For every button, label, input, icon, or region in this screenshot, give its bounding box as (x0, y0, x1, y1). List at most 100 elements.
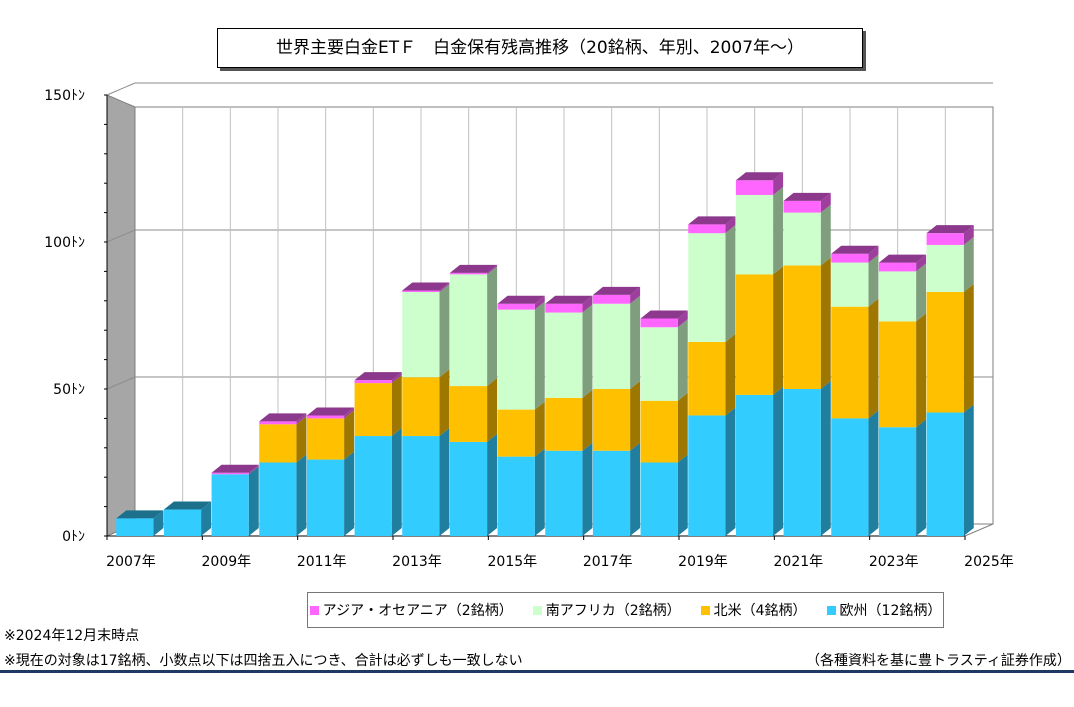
bar-2010-s1 (259, 424, 297, 463)
bar-stack-group (116, 172, 974, 536)
bar-stack-2010 (259, 413, 307, 536)
bar-2017-s1 (592, 389, 631, 451)
bar-2020-s1 (735, 274, 774, 395)
legend-swatch-south-africa (532, 605, 542, 615)
bar-2018-s2 (640, 327, 678, 401)
bar-2019-s1 (688, 341, 726, 416)
x-tick-label: 2025年 (964, 554, 1014, 570)
y-tick-label: 100ﾄﾝ (44, 235, 85, 251)
y-tick-label: 150ﾄﾝ (44, 88, 85, 104)
bar-top-2008 (163, 501, 212, 510)
bar-side-2019-s1 (725, 333, 736, 416)
bar-2018-s1 (640, 400, 678, 463)
bar-2012-s1 (354, 383, 392, 437)
bar-side-2018-s1 (677, 392, 688, 463)
bar-stack-2021 (783, 192, 831, 536)
bar-side-2009-s3 (248, 464, 259, 475)
bar-2022-s2 (831, 262, 869, 307)
bar-2007-s0 (116, 518, 154, 536)
bar-side-2014-s2 (487, 266, 498, 387)
bar-2013-s3 (402, 290, 440, 292)
bar-side-2012-s0 (391, 428, 402, 536)
bar-2020-s3 (735, 180, 774, 195)
legend-item-south-africa: 南アフリカ（2銘柄） (532, 600, 681, 620)
bar-2016-s0 (545, 450, 583, 536)
bar-side-2020-s1 (773, 266, 784, 395)
y-tick-label: 50ﾄﾝ (53, 382, 85, 398)
bar-stack-2023 (878, 254, 927, 536)
x-tick-label: 2007年 (106, 554, 156, 570)
bar-2018-s3 (640, 318, 678, 328)
bar-side-2022-s3 (868, 245, 879, 263)
bar-2016-s1 (545, 397, 583, 451)
legend-label-asia: アジア・オセアニア（2銘柄） (322, 603, 513, 619)
bar-side-2014-s0 (487, 433, 498, 536)
bar-2023-s3 (878, 262, 917, 272)
chart-title: 世界主要白金ETＦ 白金保有残高推移（20銘柄、年別、2007年～） (217, 28, 863, 68)
bar-side-2016-s0 (582, 442, 593, 536)
bar-top-2016 (545, 295, 593, 304)
bar-side-2018-s3 (677, 310, 688, 328)
bar-2014-s3 (449, 272, 488, 275)
bar-side-2017-s2 (630, 295, 641, 389)
bar-side-2018-s2 (677, 319, 688, 401)
bar-side-2022-s0 (868, 410, 879, 536)
bar-side-2012-s1 (391, 375, 402, 437)
bar-stack-2019 (688, 216, 736, 536)
bar-2024-s1 (926, 291, 964, 413)
bar-side-2021-s3 (820, 192, 831, 213)
bar-top-2020 (735, 172, 784, 181)
bar-stack-2014 (449, 264, 498, 536)
bar-side-2017-s0 (630, 442, 641, 536)
bar-side-2018-s0 (677, 454, 688, 536)
bar-side-2023-s1 (916, 313, 927, 428)
x-tick-label: 2011年 (297, 554, 347, 570)
bar-side-2019-s2 (725, 225, 736, 342)
bar-side-2014-s3 (487, 264, 498, 275)
bar-stack-2009 (211, 464, 259, 536)
bar-2013-s2 (402, 291, 440, 378)
bar-stack-2011 (306, 407, 355, 536)
bar-top-2023 (878, 254, 927, 263)
bar-side-2020-s0 (773, 386, 784, 536)
x-tick-label: 2013年 (392, 554, 442, 570)
x-tick-label: 2009年 (202, 554, 252, 570)
bar-2017-s3 (592, 294, 631, 304)
bar-2017-s2 (592, 303, 631, 389)
x-tick-label: 2017年 (583, 554, 633, 570)
bottom-rule (0, 670, 1074, 673)
bar-side-2016-s1 (582, 389, 593, 451)
grid-line-side (106, 229, 136, 243)
bar-side-2010-s0 (296, 454, 307, 536)
bar-side-2020-s2 (773, 186, 784, 275)
bar-2016-s2 (545, 312, 583, 398)
bar-2019-s3 (688, 224, 726, 234)
bar-side-2023-s3 (916, 254, 927, 272)
bar-2011-s1 (306, 418, 345, 460)
bar-stack-2013 (402, 282, 450, 536)
bar-side-2011-s0 (344, 451, 355, 536)
bar-2018-s0 (640, 462, 678, 536)
bar-2012-s3 (354, 380, 392, 384)
bar-side-2007-s0 (153, 510, 164, 536)
bar-side-2024-s3 (963, 225, 974, 245)
legend-item-north-america: 北米（4銘柄） (700, 600, 807, 620)
bar-2021-s3 (783, 200, 821, 213)
bar-2021-s1 (783, 265, 821, 389)
bar-top-2022 (831, 245, 879, 254)
bar-side-2022-s2 (868, 254, 879, 307)
bar-top-2014 (449, 264, 498, 273)
bar-stack-2012 (354, 372, 402, 536)
bar-2015-s2 (497, 309, 535, 410)
legend-swatch-asia (309, 605, 319, 615)
note-source: （各種資料を基に豊トラスティ証券作成） (806, 653, 1071, 669)
bar-side-2019-s0 (725, 407, 736, 536)
bar-2019-s2 (688, 233, 726, 342)
bar-side-2009-s0 (248, 466, 259, 536)
x-tick-label: 2019年 (678, 554, 728, 570)
bar-stack-2016 (545, 295, 593, 536)
bar-side-2017-s1 (630, 381, 641, 451)
bar-stack-2015 (497, 295, 545, 536)
bar-top-2013 (402, 282, 450, 291)
bar-2020-s0 (735, 394, 774, 536)
